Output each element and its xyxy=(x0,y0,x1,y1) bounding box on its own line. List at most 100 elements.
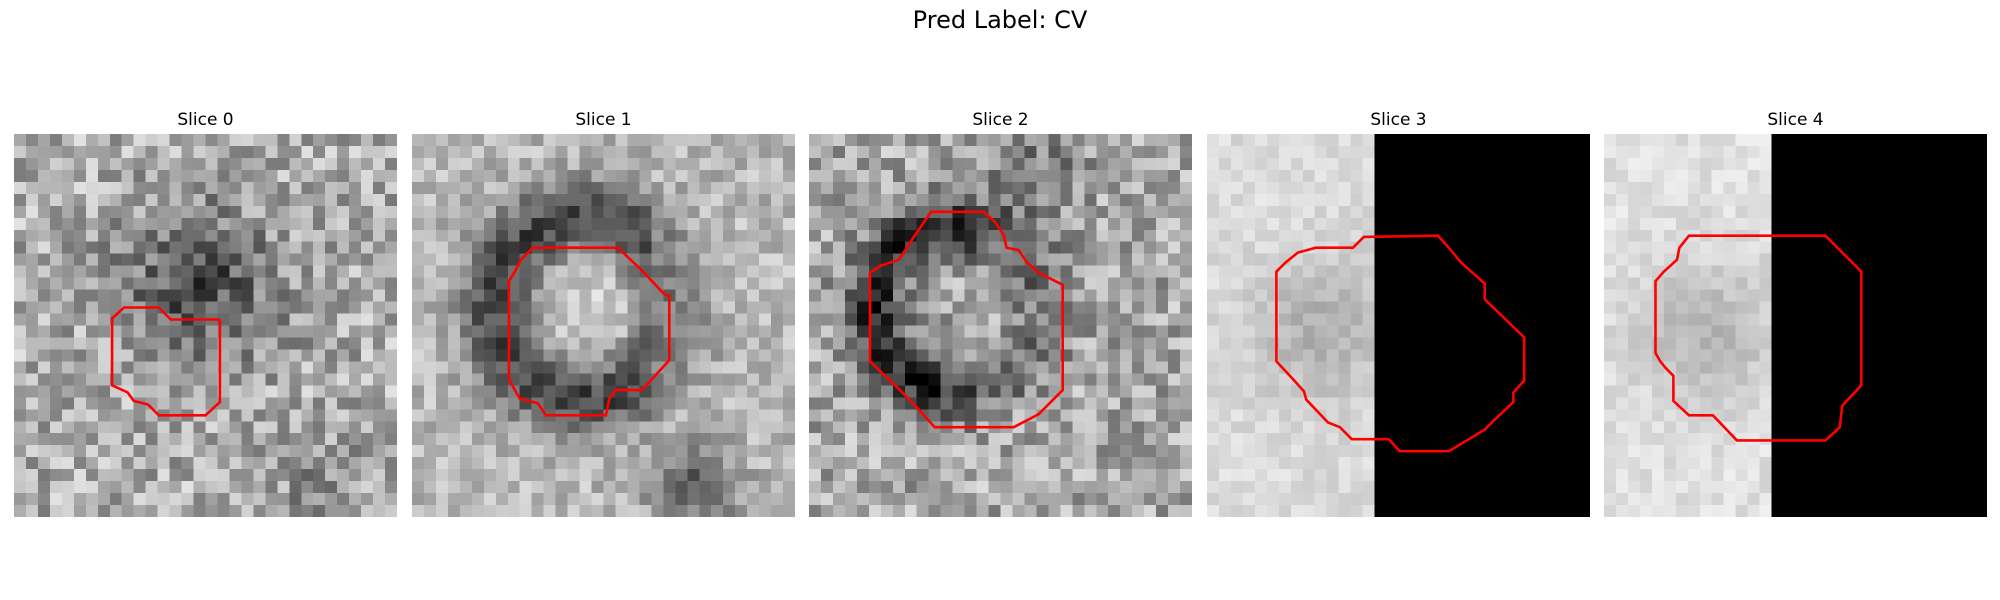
image-pixel xyxy=(1963,253,1976,267)
image-pixel xyxy=(1362,385,1376,398)
image-pixel xyxy=(1975,325,1987,338)
image-pixel xyxy=(1963,241,1976,255)
image-pixel xyxy=(1266,409,1280,422)
image-pixel xyxy=(1036,457,1049,470)
image-pixel xyxy=(1242,265,1256,279)
image-pixel xyxy=(1807,265,1820,279)
image-pixel xyxy=(519,193,533,207)
image-pixel xyxy=(1120,265,1133,279)
image-pixel xyxy=(916,134,930,147)
image-pixel xyxy=(1048,253,1061,267)
image-pixel xyxy=(1554,469,1567,482)
image-pixel xyxy=(868,157,882,171)
image-pixel xyxy=(904,253,918,267)
image-pixel xyxy=(205,337,218,350)
image-pixel xyxy=(1506,134,1519,147)
image-pixel xyxy=(1144,373,1157,386)
image-pixel xyxy=(37,193,51,207)
image-pixel xyxy=(880,313,894,326)
image-pixel xyxy=(687,301,700,315)
image-pixel xyxy=(37,493,51,506)
image-pixel xyxy=(1230,469,1244,482)
image-pixel xyxy=(85,181,99,195)
image-pixel xyxy=(1675,457,1689,470)
slice-title: Slice 0 xyxy=(177,110,234,130)
image-pixel xyxy=(988,277,1001,291)
image-pixel xyxy=(121,325,135,338)
image-pixel xyxy=(121,157,135,171)
image-pixel xyxy=(1687,205,1701,219)
image-pixel xyxy=(471,421,485,434)
image-pixel xyxy=(1108,493,1121,506)
image-pixel xyxy=(495,433,509,446)
image-pixel xyxy=(1783,134,1796,147)
image-pixel xyxy=(1218,361,1232,374)
image-pixel xyxy=(301,181,314,195)
image-pixel xyxy=(1627,157,1641,171)
image-pixel xyxy=(1927,157,1940,171)
image-pixel xyxy=(265,181,278,195)
image-pixel xyxy=(49,145,63,159)
image-pixel xyxy=(699,385,712,398)
image-pixel xyxy=(675,229,688,243)
image-pixel xyxy=(1398,265,1411,279)
image-pixel xyxy=(1036,505,1049,517)
image-pixel xyxy=(1132,469,1145,482)
image-pixel xyxy=(687,505,700,517)
image-pixel xyxy=(952,337,966,350)
image-pixel xyxy=(85,505,99,517)
image-pixel xyxy=(412,181,425,195)
image-pixel xyxy=(412,421,425,434)
image-pixel xyxy=(531,421,545,434)
image-pixel xyxy=(1663,181,1677,195)
image-pixel xyxy=(771,289,784,303)
image-pixel xyxy=(1132,241,1145,255)
image-pixel xyxy=(447,134,461,147)
image-pixel xyxy=(1386,397,1399,410)
image-pixel xyxy=(1470,241,1483,255)
image-pixel xyxy=(1374,457,1388,470)
image-pixel xyxy=(1024,289,1037,303)
image-pixel xyxy=(1879,361,1892,374)
image-pixel xyxy=(349,493,362,506)
image-pixel xyxy=(14,169,27,183)
image-pixel xyxy=(1207,169,1220,183)
image-pixel xyxy=(301,217,314,231)
image-pixel xyxy=(1048,157,1061,171)
image-pixel xyxy=(1927,277,1940,291)
image-pixel xyxy=(14,349,27,362)
image-pixel xyxy=(1120,397,1133,410)
image-pixel xyxy=(1060,457,1073,470)
image-pixel xyxy=(1180,373,1192,386)
image-pixel xyxy=(1012,134,1025,147)
image-pixel xyxy=(1687,385,1701,398)
image-pixel xyxy=(1060,181,1073,195)
image-pixel xyxy=(1699,421,1713,434)
image-pixel xyxy=(1831,325,1844,338)
image-pixel xyxy=(579,385,593,398)
image-pixel xyxy=(85,361,99,374)
image-pixel xyxy=(1855,169,1868,183)
image-pixel xyxy=(1218,169,1232,183)
image-pixel xyxy=(1314,193,1328,207)
image-pixel xyxy=(579,253,593,267)
image-pixel xyxy=(49,433,63,446)
image-pixel xyxy=(1374,157,1388,171)
image-pixel xyxy=(1807,373,1820,386)
image-pixel xyxy=(435,134,449,147)
image-pixel xyxy=(349,373,362,386)
image-pixel xyxy=(639,409,652,422)
image-pixel xyxy=(145,373,159,386)
image-pixel xyxy=(361,481,374,494)
image-pixel xyxy=(1398,421,1411,434)
image-pixel xyxy=(1951,241,1964,255)
image-pixel xyxy=(277,301,290,315)
image-pixel xyxy=(277,253,290,267)
image-pixel xyxy=(1506,433,1519,446)
image-pixel xyxy=(1168,385,1181,398)
image-pixel xyxy=(1207,277,1220,291)
image-pixel xyxy=(181,349,195,362)
image-pixel xyxy=(1903,385,1916,398)
image-pixel xyxy=(1446,421,1459,434)
image-pixel xyxy=(435,457,449,470)
